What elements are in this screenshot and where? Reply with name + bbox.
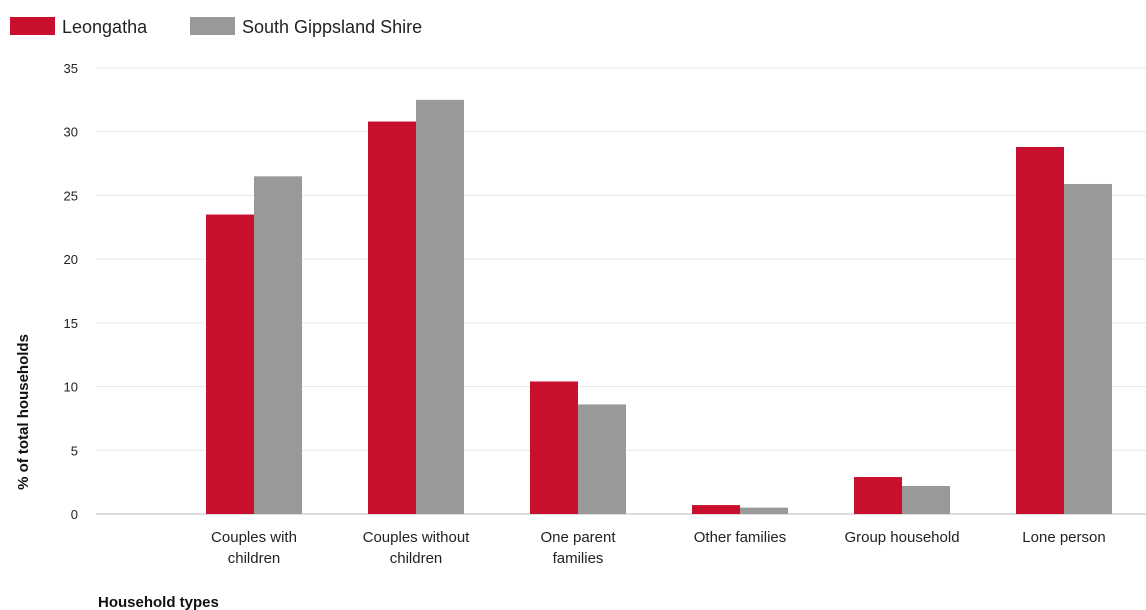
y-axis-title: % of total households	[15, 334, 32, 490]
y-tick-label-15: 15	[64, 316, 78, 331]
x-axis-title: Household types	[98, 594, 219, 610]
y-tick-label-35: 35	[64, 61, 78, 76]
category-label-2-0: One parent	[540, 529, 616, 546]
y-tick-label-5: 5	[71, 443, 78, 458]
bar-1-5	[1064, 183, 1112, 514]
category-label-2-1: families	[553, 550, 604, 567]
bar-0-3	[692, 505, 740, 514]
bar-0-1	[368, 121, 416, 515]
y-tick-label-0: 0	[71, 507, 78, 522]
bar-0-2	[530, 381, 578, 514]
category-label-3-0: Other families	[694, 529, 787, 546]
category-label-1-1: children	[390, 550, 443, 567]
y-axis-ticks: 0 5 10 15 20 25 30 35	[64, 61, 78, 522]
y-tick-label-30: 30	[64, 125, 78, 140]
category-label-1-0: Couples without	[363, 529, 471, 546]
category-label-4-0: Group household	[844, 529, 959, 546]
category-label-0-1: children	[228, 550, 281, 567]
category-label-5-0: Lone person	[1022, 529, 1105, 546]
y-tick-label-10: 10	[64, 380, 78, 395]
y-tick-label-20: 20	[64, 252, 78, 267]
bars	[206, 99, 1112, 515]
legend-swatch-1	[190, 17, 235, 35]
bar-0-5	[1016, 147, 1064, 514]
y-tick-label-25: 25	[64, 188, 78, 203]
bar-1-2	[578, 404, 626, 514]
bar-1-1	[416, 99, 464, 514]
legend: Leongatha South Gippsland Shire	[10, 17, 422, 37]
bar-1-3	[740, 507, 788, 514]
legend-label-1: South Gippsland Shire	[242, 17, 422, 37]
bar-1-4	[902, 485, 950, 514]
bar-0-4	[854, 477, 902, 514]
bar-0-0	[206, 214, 254, 515]
bar-1-0	[254, 176, 302, 515]
legend-swatch-0	[10, 17, 55, 35]
x-axis-labels: Couples with children Couples without child…	[211, 529, 1106, 567]
category-label-0-0: Couples with	[211, 529, 297, 546]
legend-label-0: Leongatha	[62, 17, 148, 37]
